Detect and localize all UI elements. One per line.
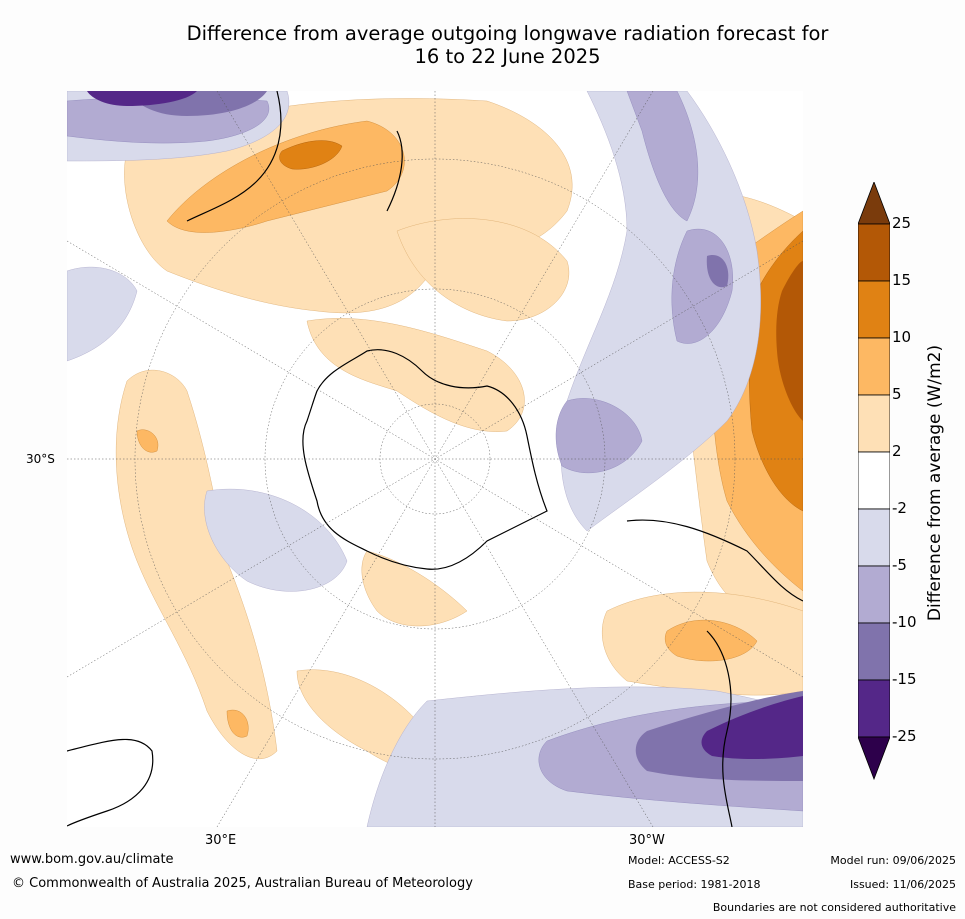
south-america-coast	[706, 630, 733, 827]
colorbar-tick-label: 2	[892, 442, 902, 460]
antarctica-coast	[302, 349, 548, 570]
colorbar-swatch	[858, 223, 890, 282]
anomaly-15-25	[776, 261, 803, 421]
new-zealand-coast	[386, 130, 403, 212]
copyright-text: © Commonwealth of Australia 2025, Austra…	[12, 876, 473, 891]
title-line-1: Difference from average outgoing longwav…	[186, 22, 829, 45]
base-period-text: Base period: 1981-2018	[628, 878, 761, 891]
model-run-text: Model run: 09/06/2025	[830, 854, 956, 867]
title-line-2: 16 to 22 June 2025	[414, 45, 601, 68]
colorbar-tick-label: -5	[892, 556, 907, 574]
colorbar-swatch	[858, 565, 890, 624]
longitude-label-30w: 30°W	[629, 833, 665, 848]
colorbar-swatch	[858, 280, 890, 339]
colorbar-tick-label: 15	[892, 271, 912, 289]
disclaimer-text: Boundaries are not considered authoritat…	[712, 901, 956, 914]
colorbar-swatch	[858, 337, 890, 396]
website-link[interactable]: www.bom.gov.au/climate	[10, 852, 174, 867]
colorbar	[858, 182, 890, 781]
polar-map	[67, 91, 803, 827]
map-title: Difference from average outgoing longwav…	[60, 22, 955, 68]
colorbar-tick-label: 10	[892, 328, 912, 346]
south-america-tip	[626, 519, 803, 602]
graticule	[67, 91, 803, 827]
colorbar-tick-label: 25	[892, 214, 912, 232]
colorbar-swatch	[858, 622, 890, 681]
colorbar-label: Difference from average (W/m2)	[925, 344, 945, 622]
colorbar-swatch	[858, 508, 890, 567]
coastlines	[67, 91, 803, 827]
colorbar-swatch	[858, 394, 890, 453]
africa-coast	[67, 738, 154, 827]
longitude-label-30e: 30°E	[205, 833, 237, 848]
colorbar-tick-label: -15	[892, 670, 917, 688]
anomaly-neg-15-25	[87, 91, 803, 760]
colorbar-tick-label: -25	[892, 727, 917, 745]
colorbar-tick-label: -10	[892, 613, 917, 631]
colorbar-swatch	[858, 451, 890, 510]
model-text: Model: ACCESS-S2	[628, 854, 730, 867]
colorbar-tick-label: 5	[892, 385, 902, 403]
latitude-label: 30°S	[26, 452, 55, 466]
issued-text: Issued: 11/06/2025	[849, 878, 956, 891]
colorbar-swatch	[858, 679, 890, 738]
colorbar-extend-high	[858, 182, 890, 225]
colorbar-tick-label: -2	[892, 499, 907, 517]
colorbar-extend-low	[858, 736, 890, 781]
australia-coast	[186, 91, 282, 222]
